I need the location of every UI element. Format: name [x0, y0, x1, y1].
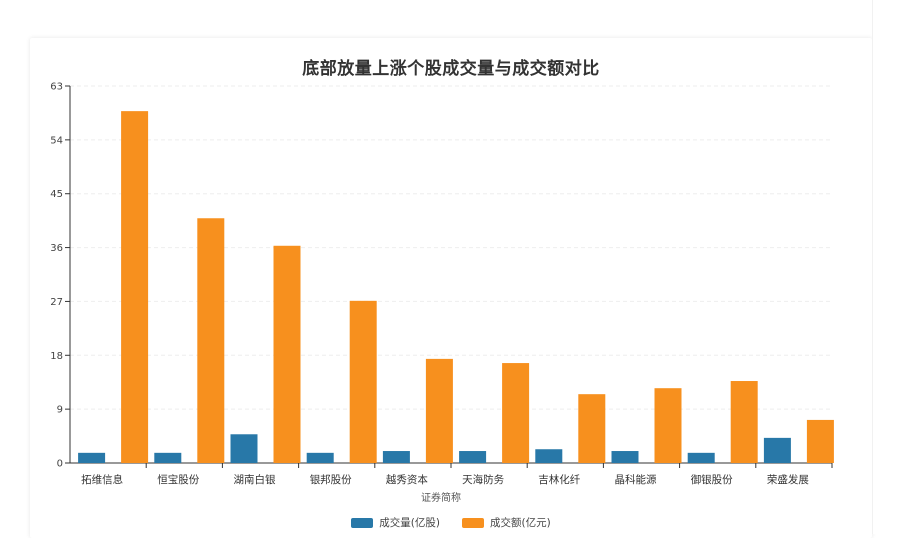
x-tick-label: 吉林化纤	[538, 473, 580, 486]
x-tick-label: 银邦股份	[310, 473, 352, 486]
chart-title: 底部放量上涨个股成交量与成交额对比	[302, 59, 600, 79]
bar-amount[interactable]	[502, 363, 530, 463]
bar-volume[interactable]	[78, 452, 106, 463]
y-tick-label: 27	[50, 297, 63, 308]
chart-card: 底部放量上涨个股成交量与成交额对比 0 9 18 27 36 45 54 63 拓维信息 恒宝股份…	[30, 38, 872, 538]
y-tick-label: 18	[50, 351, 63, 362]
bar-amount[interactable]	[349, 300, 377, 463]
x-tick-label: 晶科能源	[615, 473, 657, 486]
x-tick-label: 天海防务	[462, 473, 504, 486]
legend-swatch-volume	[351, 517, 374, 528]
side-margin	[872, 0, 918, 534]
bar-amount[interactable]	[425, 358, 453, 463]
x-tick-label: 越秀资本	[386, 473, 428, 486]
bar-volume[interactable]	[230, 434, 258, 463]
bar-amount[interactable]	[273, 245, 301, 463]
bar-volume[interactable]	[154, 452, 182, 463]
legend-item-amount[interactable]: 成交额(亿元)	[462, 515, 551, 530]
legend-label-volume: 成交量(亿股)	[379, 517, 440, 529]
x-tick-label: 荣盛发展	[767, 473, 809, 486]
legend-label-amount: 成交额(亿元)	[490, 517, 551, 529]
y-tick-label: 36	[50, 243, 63, 254]
bar-amount[interactable]	[730, 381, 758, 463]
bar-amount[interactable]	[121, 111, 149, 463]
y-tick-label: 9	[57, 405, 63, 416]
bar-volume[interactable]	[535, 449, 563, 463]
y-tick-label: 63	[50, 82, 63, 93]
bar-chart: 0 9 18 27 36 45 54 63 拓维信息 恒宝股份 湖南白银 银邦股份 越秀资本 天海防务 吉林…	[50, 82, 834, 504]
y-tick-label: 45	[50, 189, 63, 200]
bar-volume[interactable]	[382, 451, 410, 463]
x-tick-label: 恒宝股份	[157, 473, 199, 486]
bar-amount[interactable]	[578, 394, 606, 463]
y-tick-label: 54	[50, 135, 63, 146]
x-tick-label: 御银股份	[691, 473, 733, 486]
chart-legend: 成交量(亿股) 成交额(亿元)	[30, 515, 872, 530]
bar-amount[interactable]	[197, 218, 225, 463]
bar-volume[interactable]	[687, 452, 715, 463]
x-axis-title: 证券简称	[421, 491, 461, 504]
bar-volume[interactable]	[459, 451, 487, 463]
bar-volume[interactable]	[611, 451, 639, 463]
y-tick-label: 0	[57, 459, 63, 470]
legend-swatch-amount	[462, 517, 484, 528]
bar-amount[interactable]	[654, 388, 682, 463]
bar-amount[interactable]	[806, 419, 834, 463]
x-tick-label: 湖南白银	[234, 473, 276, 486]
legend-item-volume[interactable]: 成交量(亿股)	[351, 515, 440, 530]
bar-volume[interactable]	[306, 452, 334, 463]
x-tick-label: 拓维信息	[81, 473, 123, 486]
bar-volume[interactable]	[763, 437, 791, 463]
